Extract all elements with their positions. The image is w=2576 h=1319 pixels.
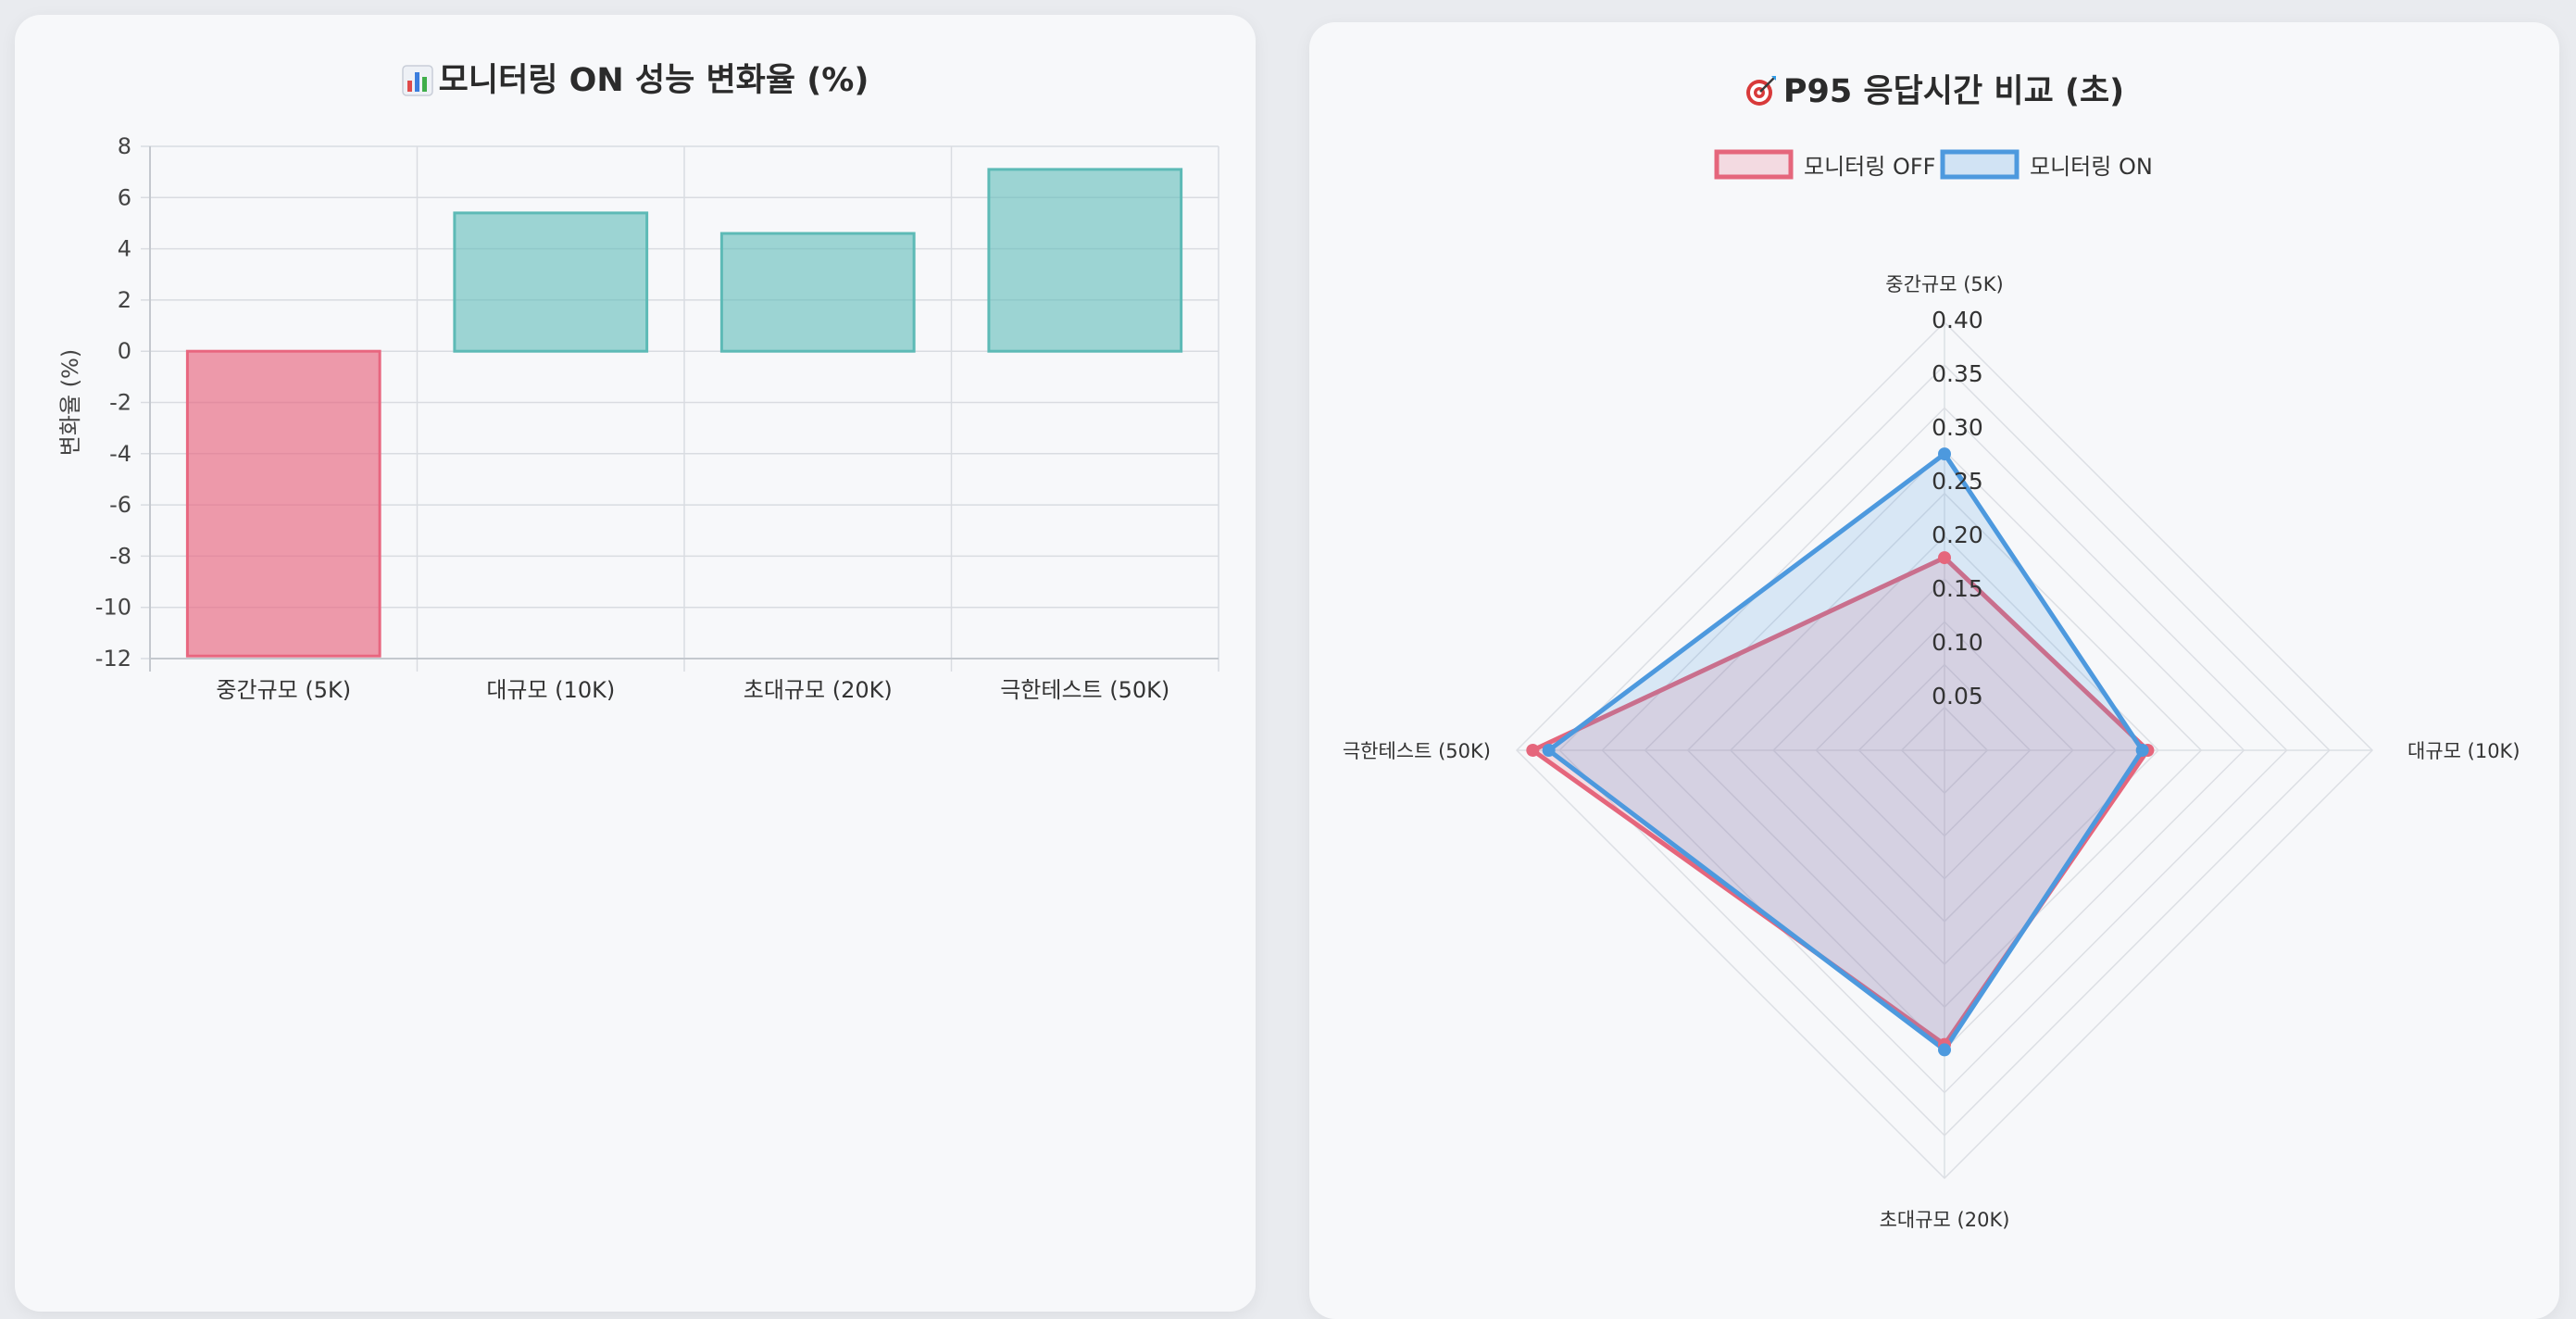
legend-label: 모니터링 ON bbox=[2030, 154, 2153, 180]
y-tick-label: -10 bbox=[95, 595, 131, 621]
radial-tick-label: 0.40 bbox=[1932, 307, 1983, 333]
target-icon bbox=[1744, 74, 1778, 116]
radar-chart: 모니터링 OFF 모니터링 ON 0.05 0.10 0.15 0.20 0.25 0.30 0… bbox=[1343, 149, 2520, 1231]
radar-category-label: 중간규모 (5K) bbox=[1885, 273, 2003, 295]
y-tick-label: -6 bbox=[109, 492, 131, 518]
radar-chart-title: P95 응답시간 비교 (초) bbox=[1782, 73, 2125, 110]
y-tick-label: 0 bbox=[118, 338, 131, 364]
y-axis-label: 변화율 (%) bbox=[57, 349, 83, 456]
radial-tick-label: 0.15 bbox=[1932, 575, 1983, 602]
radar-point bbox=[1938, 447, 1951, 461]
radial-tick-label: 0.05 bbox=[1932, 683, 1983, 710]
y-tick-label: 2 bbox=[118, 287, 131, 313]
radial-tick-label: 0.25 bbox=[1932, 468, 1983, 495]
y-tick-label: -12 bbox=[95, 646, 131, 672]
radial-tick-label: 0.30 bbox=[1932, 414, 1983, 441]
radar-point bbox=[1938, 551, 1951, 565]
legend-label: 모니터링 OFF bbox=[1804, 154, 1935, 180]
y-tick-label: 8 bbox=[118, 133, 131, 159]
y-tick-label: 6 bbox=[118, 184, 131, 210]
radial-tick-label: 0.10 bbox=[1932, 629, 1983, 656]
bar bbox=[719, 232, 916, 353]
radar-category-label: 대규모 (10K) bbox=[2407, 740, 2520, 762]
x-tick-label: 대규모 (10K) bbox=[486, 677, 615, 703]
radar-point bbox=[2135, 744, 2149, 757]
radial-tick-label: 0.20 bbox=[1932, 521, 1983, 548]
x-tick-label: 극한테스트 (50K) bbox=[1000, 677, 1169, 703]
bar bbox=[185, 349, 381, 658]
bar bbox=[453, 211, 649, 353]
radar-point bbox=[1938, 1043, 1951, 1057]
x-tick-label: 중간규모 (5K) bbox=[216, 677, 351, 703]
legend-swatch bbox=[1714, 149, 1794, 180]
y-tick-label: -4 bbox=[109, 441, 131, 467]
radar-series-area bbox=[1544, 450, 2145, 1054]
y-tick-label: -2 bbox=[109, 390, 131, 416]
radar-point bbox=[1542, 744, 1556, 757]
radar-chart-title-row: P95 응답시간 비교 (초) bbox=[1309, 65, 2559, 116]
radial-tick-label: 0.35 bbox=[1932, 360, 1983, 387]
y-tick-label: -8 bbox=[109, 543, 131, 569]
radar-chart-card: P95 응답시간 비교 (초) 모니터링 OFF 모니터링 ON 0.05 0.10 0… bbox=[1309, 22, 2559, 1319]
radar-point bbox=[1526, 744, 1540, 757]
y-tick-label: 4 bbox=[118, 236, 131, 262]
bar-chart: 8 6 4 2 0 -2 -4 -6 -8 -10 -12 변화율 (%) 중간규모 (5K) 대규모 (… bbox=[57, 133, 1219, 703]
bar-chart-icon bbox=[401, 65, 433, 105]
bar-chart-card: 모니터링 ON 성능 변화율 (%) 8 6 4 2 0 -2 -4 -6 -8 -10 -12 변화… bbox=[15, 15, 1256, 1312]
bar-chart-title-row: 모니터링 ON 성능 변화율 (%) bbox=[15, 54, 1256, 105]
legend-swatch bbox=[1940, 149, 2020, 180]
bar-chart-title: 모니터링 ON 성능 변화율 (%) bbox=[438, 62, 869, 99]
bar bbox=[987, 168, 1183, 353]
radar-category-label: 극한테스트 (50K) bbox=[1343, 740, 1491, 762]
radar-category-label: 초대규모 (20K) bbox=[1880, 1209, 2010, 1231]
x-tick-label: 초대규모 (20K) bbox=[744, 677, 893, 703]
